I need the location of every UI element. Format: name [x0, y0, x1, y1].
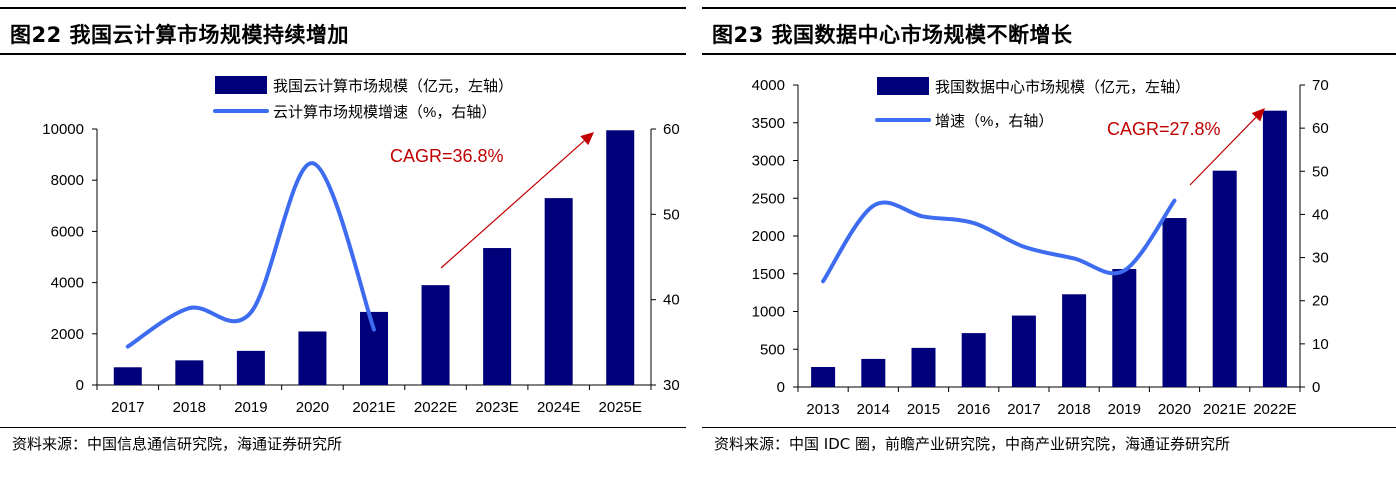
left-tick-label: 1000: [752, 304, 785, 321]
title-bar: 图22 我国云计算市场规模持续增加: [0, 7, 686, 55]
bar: [961, 333, 986, 387]
source-divider: [702, 427, 1396, 428]
right-tick-label: 50: [1312, 163, 1329, 180]
left-tick-label: 1500: [752, 266, 785, 283]
x-tick-label: 2014: [857, 401, 890, 418]
left-tick-label: 0: [76, 377, 84, 394]
chart-panel-cloud: 图22 我国云计算市场规模持续增加 0 2000 4000 6000 8000 10000…: [0, 0, 686, 482]
right-tick-label: 40: [663, 292, 680, 309]
bar: [483, 248, 512, 385]
bar: [1262, 110, 1287, 388]
bar: [606, 130, 635, 385]
legend-line-label: 云计算市场规模增速（%，右轴）: [273, 103, 496, 121]
bar: [861, 358, 886, 387]
right-tick-label: 30: [1312, 250, 1329, 267]
growth-line: [125, 161, 376, 349]
left-tick-label: 2000: [752, 228, 785, 245]
cagr-arrow-head: [580, 132, 594, 146]
bar: [175, 360, 204, 385]
right-tick-label: 40: [1312, 206, 1329, 223]
bar: [1011, 315, 1036, 387]
x-tick-label: 2022E: [414, 399, 457, 416]
source-note: 资料来源：中国信息通信研究院，海通证券研究所: [12, 435, 343, 453]
title-bar: 图23 我国数据中心市场规模不断增长: [702, 7, 1396, 55]
x-tick-label: 2023E: [475, 399, 518, 416]
x-tick-label: 2018: [1057, 401, 1090, 418]
left-tick-label: 2000: [51, 326, 84, 343]
chart-panel-datacenter: 图23 我国数据中心市场规模不断增长 0 500 1000 1500 2000 2500 3…: [702, 0, 1396, 482]
right-tick-label: 30: [663, 377, 680, 394]
x-tick-label: 2021E: [352, 399, 395, 416]
left-tick-label: 10000: [42, 121, 84, 138]
x-tick-label: 2021E: [1203, 401, 1246, 418]
x-tick-label: 2019: [234, 399, 267, 416]
x-tick-label: 2022E: [1253, 401, 1296, 418]
cagr-label: CAGR=36.8%: [390, 146, 504, 166]
x-tick-label: 2016: [957, 401, 990, 418]
x-tick-label: 2019: [1108, 401, 1141, 418]
left-tick-label: 8000: [51, 172, 84, 189]
x-tick-label: 2020: [1158, 401, 1191, 418]
left-tick-label: 3000: [752, 153, 785, 170]
left-tick-label: 4000: [51, 275, 84, 292]
bar: [298, 331, 327, 385]
bar: [811, 366, 836, 387]
right-tick-label: 60: [663, 121, 680, 138]
source-note: 资料来源：中国 IDC 圈，前瞻产业研究院，中商产业研究院，海通证券研究所: [714, 435, 1230, 453]
x-tick-label: 2017: [1007, 401, 1040, 418]
legend-bar-label: 我国数据中心市场规模（亿元，左轴）: [935, 79, 1190, 96]
x-tick-label: 2018: [173, 399, 206, 416]
x-tick-label: 2025E: [599, 399, 642, 416]
cagr-arrow-head: [1251, 108, 1265, 122]
right-tick-label: 10: [1312, 336, 1329, 353]
cagr-arrow: [1189, 116, 1257, 186]
x-tick-label: 2015: [907, 401, 940, 418]
bar: [1162, 218, 1187, 387]
growth-line: [821, 198, 1177, 284]
legend-bar-label: 我国云计算市场规模（亿元，左轴）: [273, 77, 513, 95]
left-tick-label: 500: [760, 341, 785, 358]
x-tick-label: 2017: [111, 399, 144, 416]
bar: [911, 347, 936, 387]
cloud-market-chart: 0 2000 4000 6000 8000 10000 30 40 50 60 2017 2018 20…: [42, 76, 680, 416]
chart-title: 图22 我国云计算市场规模持续增加: [10, 23, 350, 47]
bar: [1062, 294, 1087, 387]
bar: [1112, 268, 1137, 387]
left-tick-label: 0: [777, 379, 785, 396]
bar: [544, 198, 573, 385]
left-tick-label: 6000: [51, 223, 84, 240]
legend-bar-swatch: [215, 76, 267, 94]
datacenter-market-chart: 0 500 1000 1500 2000 2500 3000 3500 4000 0 10 20 30 4…: [752, 77, 1329, 418]
bar: [421, 285, 450, 385]
legend-line-label: 增速（%，右轴）: [935, 113, 1053, 130]
right-tick-label: 60: [1312, 120, 1329, 137]
left-tick-label: 2500: [752, 190, 785, 207]
left-tick-label: 3500: [752, 115, 785, 132]
x-tick-label: 2020: [296, 399, 329, 416]
bar: [113, 367, 142, 385]
cagr-arrow: [440, 140, 585, 269]
right-tick-label: 70: [1312, 77, 1329, 94]
left-tick-label: 4000: [752, 77, 785, 94]
bar: [236, 350, 265, 385]
bar: [360, 311, 388, 385]
bar: [1212, 170, 1237, 387]
right-tick-label: 0: [1312, 379, 1320, 396]
legend-bar-swatch: [877, 77, 929, 95]
chart-title: 图23 我国数据中心市场规模不断增长: [712, 23, 1073, 47]
x-tick-label: 2024E: [537, 399, 580, 416]
right-tick-label: 20: [1312, 293, 1329, 310]
right-tick-label: 50: [663, 206, 680, 223]
cagr-label: CAGR=27.8%: [1107, 119, 1221, 139]
source-divider: [0, 427, 686, 428]
x-tick-label: 2013: [806, 401, 839, 418]
